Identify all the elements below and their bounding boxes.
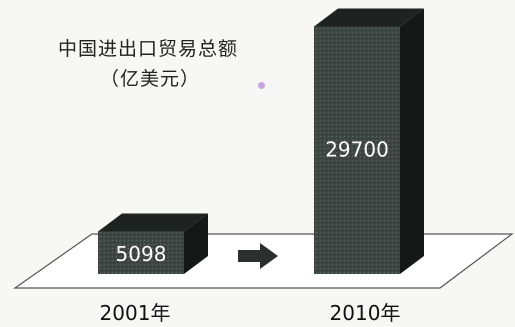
arrow-icon: [238, 243, 278, 269]
x-axis-labels: 2001年 2010年: [100, 301, 401, 325]
bar-1: 5098: [98, 213, 208, 274]
bar-side-face: [184, 213, 208, 274]
x-tick-label: 2010年: [330, 301, 401, 325]
decorative-dot: [258, 82, 265, 89]
chart-title: 中国进出口贸易总额: [58, 38, 239, 60]
bar-top-face: [98, 213, 208, 232]
x-tick-label: 2001年: [100, 301, 171, 325]
bar-2: 29700: [314, 8, 424, 274]
bars-group: 5098 29700: [98, 8, 424, 274]
bar-front-face: [314, 26, 400, 274]
chart-subtitle: （亿美元）: [100, 68, 201, 90]
bar-front-face: [98, 231, 184, 274]
bar-value-label: 29700: [325, 138, 389, 162]
bar-value-label: 5098: [116, 242, 167, 266]
bar-top-face: [314, 8, 424, 27]
bar-side-face: [400, 8, 424, 274]
